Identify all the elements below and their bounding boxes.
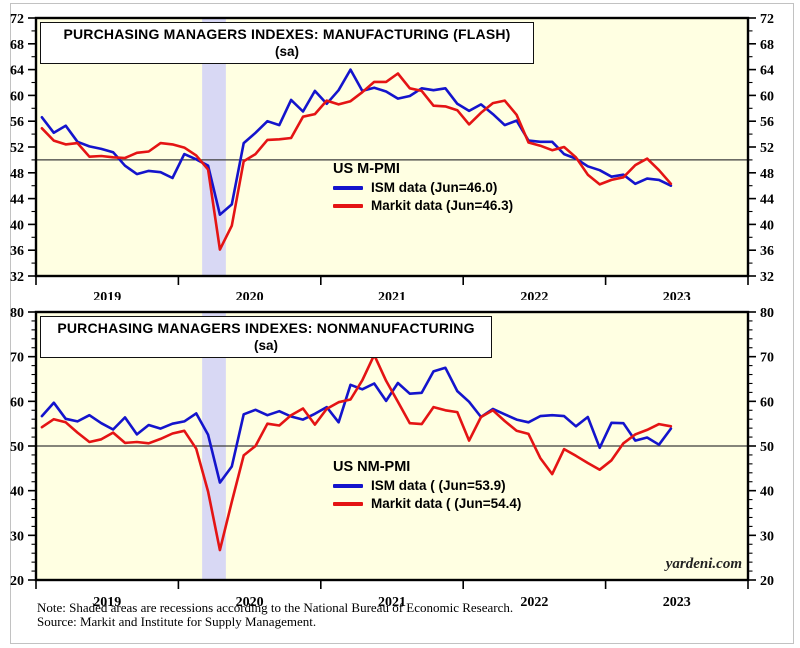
- svg-text:2023: 2023: [663, 290, 691, 300]
- yardeni-watermark: yardeni.com: [665, 556, 742, 572]
- svg-text:44: 44: [760, 193, 774, 208]
- svg-text:60: 60: [760, 395, 774, 410]
- ism-line-swatch: [333, 483, 363, 488]
- chart-title: PURCHASING MANAGERS INDEXES: NONMANUFACT…: [57, 320, 475, 336]
- markit-line-swatch: [333, 501, 363, 506]
- svg-text:50: 50: [10, 440, 24, 455]
- legend-title: US NM-PMI: [333, 459, 411, 475]
- svg-text:30: 30: [760, 529, 774, 544]
- svg-text:40: 40: [760, 218, 774, 233]
- legend-item-ism: ISM data ( (Jun=53.9): [333, 478, 521, 493]
- svg-text:68: 68: [10, 38, 24, 53]
- svg-text:32: 32: [10, 270, 24, 285]
- svg-text:80: 80: [10, 306, 24, 321]
- legend-label-markit: Markit data (Jun=46.3): [371, 198, 514, 213]
- ism-series-line: [40, 366, 673, 484]
- ism-series-line: [40, 68, 673, 216]
- svg-text:40: 40: [10, 485, 24, 500]
- nonmanufacturing-title-box: PURCHASING MANAGERS INDEXES: NONMANUFACT…: [40, 316, 492, 359]
- manufacturing-title-box: PURCHASING MANAGERS INDEXES: MANUFACTURI…: [40, 22, 534, 65]
- svg-text:60: 60: [760, 89, 774, 104]
- markit-series-line: [40, 353, 673, 552]
- chart-subtitle: (sa): [253, 337, 278, 353]
- markit-line-swatch: [333, 203, 363, 208]
- svg-text:2019: 2019: [93, 290, 121, 300]
- svg-text:50: 50: [760, 440, 774, 455]
- svg-text:48: 48: [10, 167, 24, 182]
- note-line: Note: Shaded areas are recessions accord…: [37, 600, 514, 615]
- svg-text:2021: 2021: [378, 595, 406, 610]
- svg-text:72: 72: [10, 12, 24, 27]
- legend-item-ism: ISM data (Jun=46.0): [333, 180, 513, 195]
- svg-text:52: 52: [760, 141, 774, 156]
- svg-text:80: 80: [760, 306, 774, 321]
- svg-text:20: 20: [10, 574, 24, 589]
- footnotes: Note: Shaded areas are recessions accord…: [37, 601, 513, 629]
- svg-text:36: 36: [760, 244, 774, 259]
- source-line: Source: Markit and Institute for Supply …: [37, 613, 317, 629]
- svg-text:2020: 2020: [236, 290, 264, 300]
- legend-item-markit: Markit data ( (Jun=54.4): [333, 496, 521, 511]
- legend-label-ism: ISM data (Jun=46.0): [371, 180, 498, 195]
- svg-text:64: 64: [10, 64, 24, 79]
- svg-text:60: 60: [10, 395, 24, 410]
- svg-text:70: 70: [760, 351, 774, 366]
- svg-text:30: 30: [10, 529, 24, 544]
- svg-text:56: 56: [10, 115, 24, 130]
- legend-title: US M-PMI: [333, 161, 400, 177]
- nonmanufacturing-legend: US NM-PMI ISM data ( (Jun=53.9) Markit d…: [333, 459, 521, 511]
- svg-text:44: 44: [10, 193, 24, 208]
- svg-text:56: 56: [760, 115, 774, 130]
- manufacturing-legend: US M-PMI ISM data (Jun=46.0) Markit data…: [333, 161, 513, 213]
- svg-text:40: 40: [10, 218, 24, 233]
- svg-text:64: 64: [760, 64, 774, 79]
- svg-text:2022: 2022: [520, 290, 548, 300]
- svg-text:72: 72: [760, 12, 774, 27]
- chart-subtitle: (sa): [274, 43, 299, 59]
- svg-text:2023: 2023: [663, 595, 691, 610]
- markit-series-line: [40, 72, 673, 251]
- legend-label-markit: Markit data ( (Jun=54.4): [371, 496, 522, 511]
- svg-text:20: 20: [760, 574, 774, 589]
- svg-text:2021: 2021: [378, 290, 406, 300]
- svg-text:36: 36: [10, 244, 24, 259]
- svg-text:32: 32: [760, 270, 774, 285]
- svg-text:52: 52: [10, 141, 24, 156]
- legend-label-ism: ISM data ( (Jun=53.9): [371, 478, 506, 493]
- ism-line-swatch: [333, 185, 363, 190]
- svg-text:68: 68: [760, 38, 774, 53]
- chart-title: PURCHASING MANAGERS INDEXES: MANUFACTURI…: [63, 26, 511, 42]
- svg-text:40: 40: [760, 485, 774, 500]
- svg-text:2022: 2022: [520, 595, 548, 610]
- legend-item-markit: Markit data (Jun=46.3): [333, 198, 513, 213]
- svg-text:2020: 2020: [236, 595, 264, 610]
- svg-text:48: 48: [760, 167, 774, 182]
- svg-text:2019: 2019: [93, 595, 121, 610]
- svg-text:60: 60: [10, 89, 24, 104]
- svg-text:70: 70: [10, 351, 24, 366]
